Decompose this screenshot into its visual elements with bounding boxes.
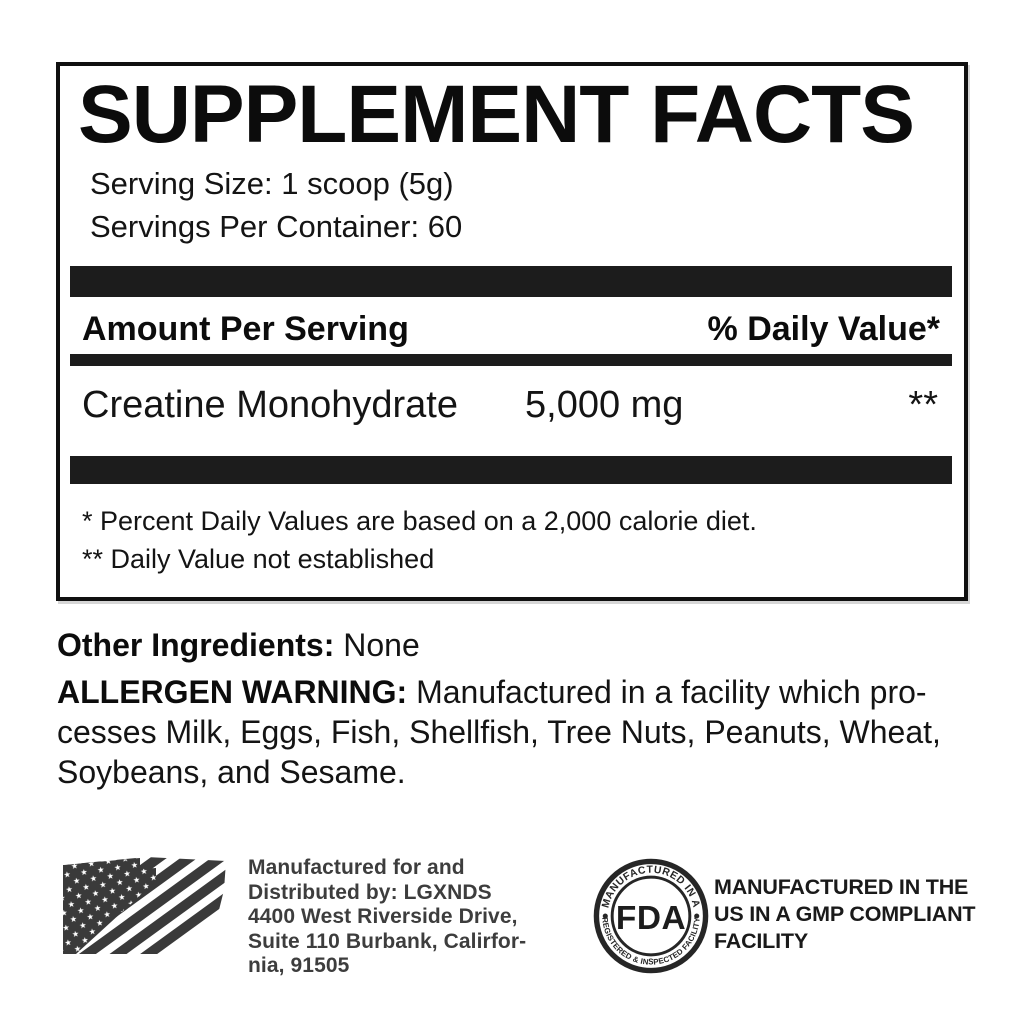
gmp-line: US IN A GMP COMPLIANT — [714, 902, 976, 926]
allergen-line: ALLERGEN WARNING: Manufactured in a faci… — [57, 674, 927, 710]
servings-per-container: Servings Per Container: 60 — [90, 209, 463, 244]
serving-info: Serving Size: 1 scoop (5g) Servings Per … — [90, 162, 462, 248]
fda-seal-icon: MANUFACTURED IN A REGISTERED & INSPECTED… — [593, 858, 709, 974]
other-ingredients-label: Other Ingredients: — [57, 627, 335, 663]
manufacturer-line: Manufactured for and — [248, 856, 465, 879]
divider-bar-thick — [70, 456, 952, 484]
table-header-row: Amount Per Serving % Daily Value* — [70, 310, 952, 349]
manufacturer-line: nia, 91505 — [248, 954, 350, 977]
manufacturer-line: Suite 110 Burbank, Calirfor- — [248, 929, 527, 953]
allergen-warning: ALLERGEN WARNING: Manufactured in a faci… — [57, 672, 987, 792]
allergen-warning-label: ALLERGEN WARNING: — [57, 674, 408, 710]
ingredient-name: Creatine Monohydrate — [82, 384, 458, 426]
divider-bar-thick — [70, 266, 952, 297]
ingredient-daily-value: ** — [908, 384, 938, 426]
footnotes: * Percent Daily Values are based on a 2,… — [82, 502, 757, 578]
footnote-daily-values: * Percent Daily Values are based on a 2,… — [82, 506, 757, 536]
amount-per-serving-label: Amount Per Serving — [82, 310, 409, 348]
manufacturer-line: 4400 West Riverside Drive, — [248, 905, 518, 928]
gmp-statement: MANUFACTURED IN THE US IN A GMP COMPLIAN… — [714, 874, 976, 955]
ingredient-amount: 5,000 mg — [525, 384, 684, 426]
manufacturer-info: Manufactured for and Distributed by: LGX… — [248, 856, 526, 979]
serving-size: Serving Size: 1 scoop (5g) — [90, 166, 454, 201]
manufacturer-line: Distributed by: LGXNDS — [248, 880, 492, 904]
allergen-line: cesses Milk, Eggs, Fish, Shellfish, Tree… — [57, 714, 941, 750]
gmp-line: FACILITY — [714, 929, 808, 953]
gmp-line: MANUFACTURED IN THE — [714, 875, 969, 899]
table-row: Creatine Monohydrate 5,000 mg ** — [70, 384, 952, 436]
other-ingredients-value: None — [334, 627, 420, 663]
other-ingredients: Other Ingredients: None — [57, 627, 420, 664]
footnote-not-established: ** Daily Value not established — [82, 544, 435, 574]
daily-value-label: % Daily Value* — [707, 310, 940, 348]
panel-title: SUPPLEMENT FACTS — [78, 69, 915, 160]
fda-seal-center-text: FDA — [616, 900, 686, 937]
divider-bar-thin — [70, 354, 952, 366]
allergen-line: Soybeans, and Sesame. — [57, 754, 406, 790]
us-flag-icon — [63, 857, 226, 954]
supplement-facts-panel: SUPPLEMENT FACTS Serving Size: 1 scoop (… — [56, 62, 968, 601]
